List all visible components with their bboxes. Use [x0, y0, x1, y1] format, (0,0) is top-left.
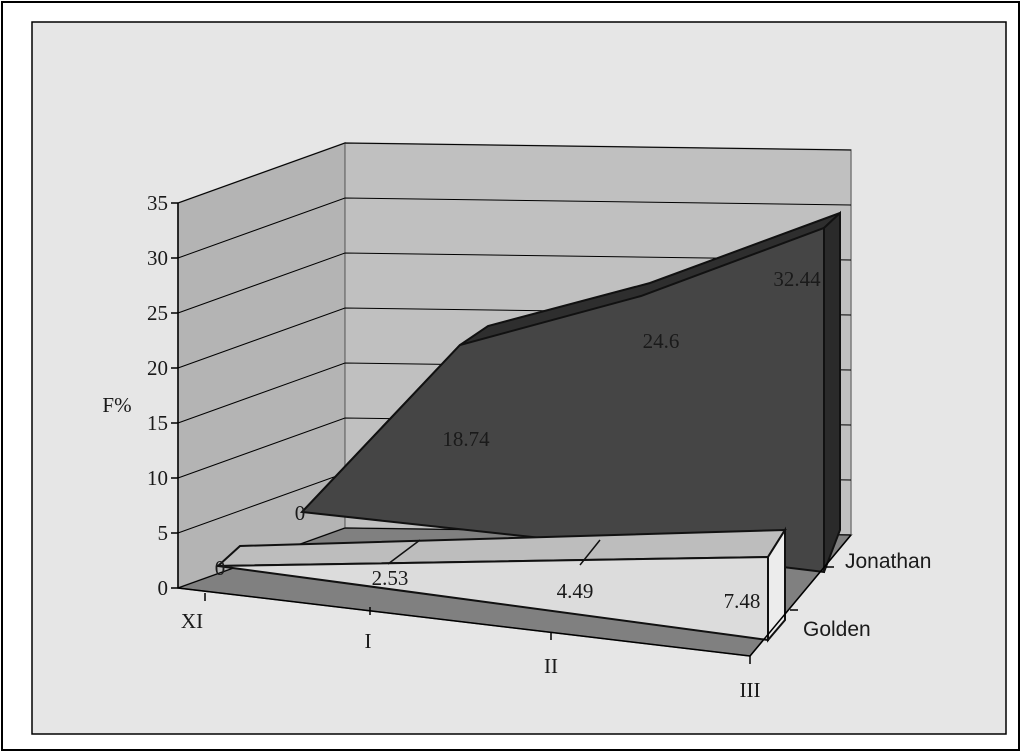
side-wall: [177, 141, 346, 590]
y-axis: 0 5 10 15 20 25 30 35: [147, 191, 179, 600]
series-golden-segment-2: [579, 539, 601, 566]
y-tick-label-1: 5: [158, 521, 169, 545]
data-label-golden-0: 0: [215, 556, 226, 580]
gridline-5: [177, 252, 852, 314]
series-axis: Golden Jonathan: [749, 534, 931, 657]
data-labels: 0 18.74 24.6 32.44 0 2.53 4.49 7.48: [215, 267, 821, 613]
series-golden-end: [767, 526, 786, 643]
data-label-jonathan-2: 24.6: [643, 329, 680, 353]
gridline-7: [177, 142, 852, 204]
data-label-jonathan-0: 0: [295, 501, 306, 525]
series-label-jonathan: Jonathan: [845, 550, 931, 573]
y-tick-label-5: 25: [147, 301, 168, 325]
data-label-golden-3: 7.48: [724, 589, 761, 613]
series-jonathan-end: [823, 210, 841, 573]
series-label-golden: Golden: [803, 618, 871, 641]
x-tick-label-2: II: [544, 654, 558, 678]
data-label-jonathan-1: 18.74: [442, 427, 490, 451]
y-tick-label-0: 0: [158, 576, 169, 600]
series-golden-group: [215, 526, 787, 643]
x-tick-label-3: III: [740, 678, 761, 702]
y-axis-title: F%: [102, 393, 131, 417]
y-tick-label-2: 10: [147, 466, 168, 490]
gridline-6: [177, 197, 852, 259]
y-tick-label-7: 35: [147, 191, 168, 215]
y-tick-label-6: 30: [147, 246, 168, 270]
data-label-golden-2: 4.49: [557, 579, 594, 603]
y-tick-label-3: 15: [147, 411, 168, 435]
data-label-jonathan-3: 32.44: [773, 267, 821, 291]
x-tick-label-1: I: [365, 629, 372, 653]
data-label-golden-1: 2.53: [372, 566, 409, 590]
series-axis-line: [749, 534, 852, 657]
x-tick-label-0: XI: [181, 609, 203, 633]
series-jonathan-group: [299, 210, 841, 574]
x-axis-line: [177, 587, 751, 657]
y-tick-label-4: 20: [147, 356, 168, 380]
series-golden-segment-1: [387, 539, 421, 565]
